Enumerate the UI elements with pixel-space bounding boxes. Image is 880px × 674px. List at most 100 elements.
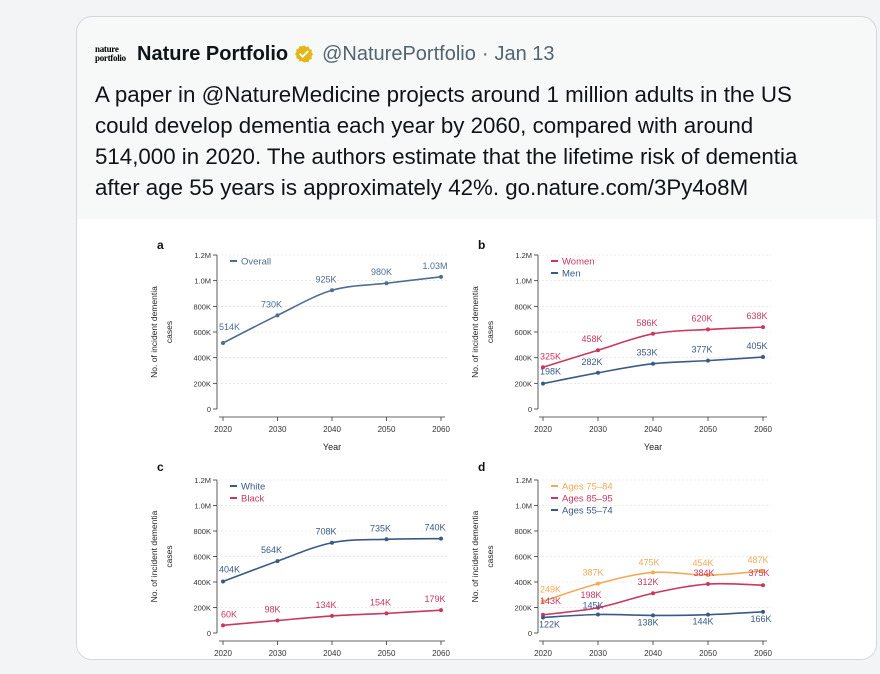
tweet-card[interactable]: nature portfolio Nature Portfolio @Natur…	[76, 16, 877, 660]
x-tick-label: 2050	[699, 425, 717, 434]
x-tick-label: 2020	[214, 649, 232, 658]
data-point-ages_75_84	[651, 570, 655, 575]
x-tick-label: 2060	[432, 649, 450, 658]
legend-label-women: Women	[562, 257, 595, 268]
tweet-text-line: could develop dementia each year by 2060…	[95, 113, 754, 138]
series-line-overall	[222, 276, 442, 344]
y-tick-label: 400K	[193, 578, 211, 587]
data-point-women	[706, 327, 710, 332]
y-axis-title: No. of incident dementia	[470, 510, 480, 602]
x-tick-label: 2030	[269, 649, 287, 658]
data-label-ages_75_84: 249K	[540, 584, 561, 594]
y-tick-label: 1.2M	[194, 476, 211, 485]
data-label-ages_55_74: 122K	[539, 619, 560, 629]
data-point-white	[221, 579, 225, 584]
tweet-text: A paper in @NatureMedicine projects arou…	[95, 79, 855, 203]
data-label-ages_75_84: 454K	[692, 558, 713, 568]
data-point-women	[596, 348, 600, 353]
legend-label-ages_75_84: Ages 75–84	[562, 482, 613, 493]
y-tick-label: 800K	[193, 527, 211, 536]
data-label-men: 377K	[691, 345, 712, 355]
data-label-ages_85_95: 312K	[637, 577, 658, 587]
legend-label-white: White	[241, 482, 265, 493]
y-tick-label: 400K	[193, 354, 211, 363]
x-tick-label: 2020	[534, 649, 552, 658]
x-tick-label: 2020	[534, 425, 552, 434]
data-label-women: 458K	[581, 334, 602, 344]
y-axis-title: No. of incident dementia	[149, 286, 159, 378]
y-axis-title: cases	[485, 545, 495, 567]
data-label-overall: 980K	[371, 267, 392, 277]
data-point-ages_55_74	[596, 612, 600, 617]
data-label-white: 740K	[424, 523, 445, 533]
tweet-media-figure[interactable]: a 0 200K 400K 600K 800K 1.0M 1.2M No. of inciden…	[77, 219, 876, 659]
legend-label-black: Black	[241, 494, 264, 505]
data-label-women: 325K	[540, 351, 561, 361]
data-point-ages_55_74	[651, 613, 655, 618]
author-handle[interactable]: @NaturePortfolio	[322, 42, 476, 65]
series-line-ages_85_95	[542, 582, 764, 616]
data-label-white: 708K	[315, 527, 336, 537]
y-tick-label: 800K	[193, 302, 211, 311]
data-label-women: 586K	[636, 318, 657, 328]
tweet-date[interactable]: Jan 13	[494, 42, 555, 65]
y-tick-label: 1.2M	[515, 476, 532, 485]
data-label-white: 564K	[261, 545, 282, 555]
logo-line-2: portfolio	[95, 53, 126, 63]
tweet-text-line: A paper in @NatureMedicine projects arou…	[95, 82, 792, 107]
y-tick-label: 600K	[193, 328, 211, 337]
data-label-black: 179K	[424, 594, 445, 604]
y-axis-title: No. of incident dementia	[470, 286, 480, 378]
y-axis-title: cases	[164, 321, 174, 343]
x-axis-title: Year	[323, 442, 341, 452]
data-point-black	[330, 613, 334, 618]
tweet-header: nature portfolio Nature Portfolio @Natur…	[95, 41, 555, 67]
y-tick-label: 400K	[514, 354, 532, 363]
data-point-women	[651, 331, 655, 336]
author-logo[interactable]: nature portfolio	[95, 43, 129, 65]
y-tick-label: 1.2M	[194, 251, 211, 260]
data-point-white	[275, 559, 280, 564]
y-tick-label: 1.0M	[515, 277, 532, 286]
x-tick-label: 2060	[754, 649, 772, 658]
legend-label-ages_85_95: Ages 85–95	[562, 494, 613, 505]
y-tick-label: 1.2M	[515, 251, 532, 260]
x-tick-label: 2040	[644, 649, 662, 658]
data-label-ages_75_84: 487K	[747, 555, 768, 565]
data-point-ages_85_95	[706, 582, 710, 587]
legend-label-ages_55_74: Ages 55–74	[562, 506, 613, 517]
x-tick-label: 2050	[378, 425, 396, 434]
data-label-men: 405K	[746, 341, 767, 351]
data-point-overall	[330, 288, 334, 293]
data-point-black	[384, 611, 389, 616]
tweet-text-line: 514,000 in 2020. The authors estimate th…	[95, 144, 798, 169]
x-tick-label: 2030	[269, 425, 287, 434]
panel-letter: b	[478, 238, 485, 252]
data-label-ages_85_95: 143K	[540, 596, 561, 606]
chart-panel-c: c 0 200K 400K 600K 800K 1.0M 1.2M No. of inciden…	[149, 460, 450, 658]
data-label-black: 98K	[264, 605, 280, 615]
data-label-overall: 925K	[315, 274, 336, 284]
data-point-overall	[384, 281, 389, 286]
dementia-projection-figure: a 0 200K 400K 600K 800K 1.0M 1.2M No. of inciden…	[149, 238, 772, 658]
x-tick-label: 2050	[699, 649, 717, 658]
data-point-ages_85_95	[761, 583, 765, 588]
data-point-ages_85_95	[651, 591, 655, 596]
data-point-ages_75_84	[596, 581, 600, 586]
data-label-ages_55_74: 144K	[692, 617, 713, 627]
data-label-men: 198K	[540, 367, 561, 377]
y-tick-label: 0	[207, 405, 211, 414]
data-label-white: 404K	[219, 564, 240, 574]
data-point-ages_85_95	[596, 605, 600, 610]
data-label-ages_85_95: 198K	[580, 590, 601, 600]
chart-panel-a: a 0 200K 400K 600K 800K 1.0M 1.2M No. of inciden…	[149, 238, 450, 452]
author-name[interactable]: Nature Portfolio	[137, 42, 289, 65]
x-tick-label: 2060	[432, 425, 450, 434]
data-point-overall	[275, 313, 280, 318]
data-point-women	[761, 325, 765, 330]
data-point-men	[761, 355, 765, 360]
y-tick-label: 200K	[193, 379, 211, 388]
data-point-men	[596, 370, 600, 375]
y-tick-label: 1.0M	[515, 502, 532, 511]
data-label-ages_55_74: 138K	[637, 617, 658, 627]
